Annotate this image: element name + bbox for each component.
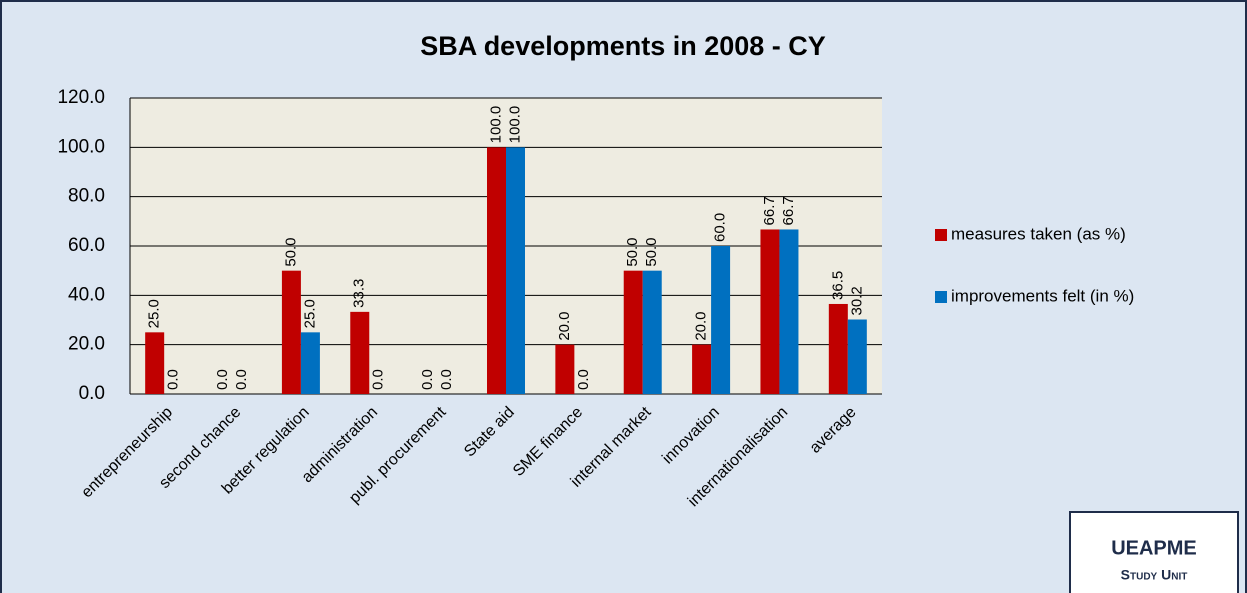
data-label: 50.0 xyxy=(282,237,299,266)
y-tick-label: 0.0 xyxy=(79,383,105,404)
bar xyxy=(711,246,731,394)
data-label: 50.0 xyxy=(643,237,660,266)
data-label: 50.0 xyxy=(624,237,641,266)
bar xyxy=(847,319,867,394)
bar xyxy=(642,270,662,394)
data-label: 0.0 xyxy=(233,369,250,390)
data-label: 0.0 xyxy=(214,369,231,390)
bar xyxy=(555,344,575,394)
legend-label: improvements felt (in %) xyxy=(951,286,1134,305)
data-label: 0.0 xyxy=(419,369,436,390)
chart-title: SBA developments in 2008 - CY xyxy=(420,31,826,61)
data-label: 30.2 xyxy=(848,286,865,315)
y-tick-label: 40.0 xyxy=(68,284,105,305)
bar xyxy=(487,147,506,394)
legend-swatch xyxy=(935,291,947,303)
logo-box xyxy=(1069,511,1239,593)
data-label: 36.5 xyxy=(829,271,846,300)
y-tick-label: 60.0 xyxy=(68,235,105,256)
bar xyxy=(692,344,712,394)
bar xyxy=(300,332,320,394)
logo-title: UEAPME xyxy=(1111,537,1197,559)
data-label: 60.0 xyxy=(712,213,729,242)
legend-swatch xyxy=(935,229,947,241)
logo-subtitle: Study Unit xyxy=(1121,567,1188,583)
data-label: 0.0 xyxy=(370,369,387,390)
y-tick-label: 120.0 xyxy=(57,87,105,108)
bar xyxy=(506,147,525,394)
bar xyxy=(760,229,780,394)
data-label: 33.3 xyxy=(351,279,368,308)
bar xyxy=(350,311,370,394)
data-label: 25.0 xyxy=(146,299,163,328)
bar xyxy=(281,270,301,394)
data-label: 0.0 xyxy=(575,369,592,390)
data-label: 100.0 xyxy=(506,106,523,144)
bar xyxy=(779,229,799,394)
data-label: 20.0 xyxy=(693,311,710,340)
bar xyxy=(828,303,848,394)
data-label: 0.0 xyxy=(165,369,182,390)
data-label: 25.0 xyxy=(301,299,318,328)
y-tick-label: 20.0 xyxy=(68,334,105,355)
bar xyxy=(145,332,165,394)
data-label: 100.0 xyxy=(487,106,504,144)
data-label: 0.0 xyxy=(438,369,455,390)
data-label: 66.7 xyxy=(761,196,778,225)
y-tick-label: 100.0 xyxy=(57,136,105,157)
data-label: 66.7 xyxy=(780,196,797,225)
y-tick-label: 80.0 xyxy=(68,186,105,207)
legend-label: measures taken (as %) xyxy=(951,224,1126,243)
bar xyxy=(623,270,643,394)
data-label: 20.0 xyxy=(556,311,573,340)
